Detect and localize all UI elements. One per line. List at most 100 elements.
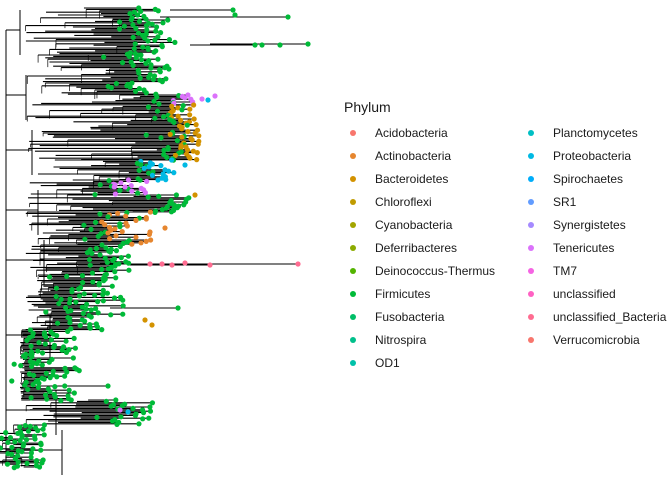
tip-point (81, 291, 87, 297)
tip-point (140, 44, 146, 50)
tip-point (84, 250, 90, 256)
tip-point (87, 325, 93, 331)
tip-point (48, 337, 55, 343)
tip-point (143, 16, 149, 22)
tip-point (105, 230, 111, 236)
tip-point (125, 253, 131, 259)
tip-point (103, 398, 109, 404)
tip-point (147, 261, 153, 267)
tip-point (199, 96, 205, 102)
tip-point (136, 86, 142, 92)
tip-point (182, 95, 188, 101)
tip-point (99, 327, 105, 333)
tip-point (36, 464, 43, 470)
tip-point (123, 213, 129, 219)
tip-point (25, 386, 31, 392)
tip-point (17, 437, 23, 443)
tip-point (113, 81, 119, 87)
tip-point (179, 126, 185, 132)
tip-point (124, 223, 130, 229)
tip-point (11, 465, 17, 471)
legend-key (347, 288, 359, 300)
tip-point (120, 303, 126, 309)
tip-point (136, 167, 142, 173)
tip-point (54, 374, 60, 380)
tip-point (137, 75, 143, 81)
tip-point (120, 297, 126, 303)
tip-point (179, 134, 185, 140)
tip-point (9, 451, 15, 457)
tip-point (62, 383, 68, 389)
tip-point (41, 422, 47, 428)
tip-point (118, 180, 124, 186)
tip-point (157, 69, 163, 75)
tip-point (142, 190, 148, 196)
tip-point (169, 262, 175, 268)
tip-point (132, 412, 139, 418)
tip-point (44, 396, 50, 402)
tip-point (149, 400, 156, 406)
tip-point (184, 122, 190, 128)
tip-point (26, 371, 33, 377)
tip-point (158, 135, 164, 141)
tip-point (88, 226, 94, 232)
tip-point (295, 261, 301, 267)
tip-point (112, 182, 118, 188)
tip-point (163, 177, 169, 183)
tip-point (42, 341, 48, 347)
tip-point (129, 188, 135, 194)
tip-point (182, 260, 188, 266)
tip-point (166, 37, 173, 43)
tip-point (133, 217, 139, 223)
legend-key (525, 150, 537, 162)
tip-point (27, 423, 33, 429)
legend-key (347, 173, 359, 185)
tip-point (194, 150, 200, 156)
legend-label: Bacteroidetes (375, 172, 449, 186)
legend-item-unclassified-bacteria: unclassified_Bacteria (520, 308, 672, 331)
tip-point (17, 424, 23, 430)
tip-point (102, 255, 108, 261)
tip-point (43, 370, 49, 376)
tip-point (43, 309, 49, 315)
phylogenetic-tree (0, 0, 330, 480)
tip-point (130, 405, 136, 411)
tip-point (169, 103, 175, 109)
legend-item-tm7: TM7 (520, 262, 672, 285)
tip-point (212, 93, 218, 99)
tip-point (86, 257, 93, 263)
tip-point (149, 21, 155, 27)
tip-point (33, 458, 39, 464)
legend-dot-icon (350, 222, 356, 228)
tip-point (69, 289, 75, 295)
tip-point (25, 428, 32, 434)
tip-point (72, 345, 78, 351)
tip-point (34, 361, 40, 367)
tip-point (160, 114, 167, 120)
tip-point (102, 222, 108, 228)
tip-point (147, 229, 153, 235)
tip-point (62, 373, 68, 379)
tip-point (89, 250, 95, 256)
tip-point (169, 157, 175, 163)
tip-point (127, 84, 133, 90)
tip-point (135, 190, 141, 196)
tip-point (15, 430, 21, 436)
tip-point (285, 14, 291, 20)
tip-point (175, 305, 181, 311)
tip-point (53, 285, 60, 291)
tip-point (115, 210, 121, 216)
tip-point (134, 12, 141, 18)
legend-label: Spirochaetes (553, 172, 624, 186)
tip-point (108, 403, 114, 409)
tip-point (101, 54, 107, 60)
tip-point (147, 408, 154, 414)
legend-item-acidobacteria: Acidobacteria (342, 124, 512, 147)
legend-label: OD1 (375, 356, 400, 370)
legend-dot-icon (528, 130, 534, 136)
tip-point (120, 311, 126, 317)
tip-point (35, 428, 41, 434)
tip-point (105, 383, 111, 389)
tip-point (41, 376, 47, 382)
legend-column-2: Planctomycetes Proteobacteria Spirochaet… (520, 124, 672, 354)
